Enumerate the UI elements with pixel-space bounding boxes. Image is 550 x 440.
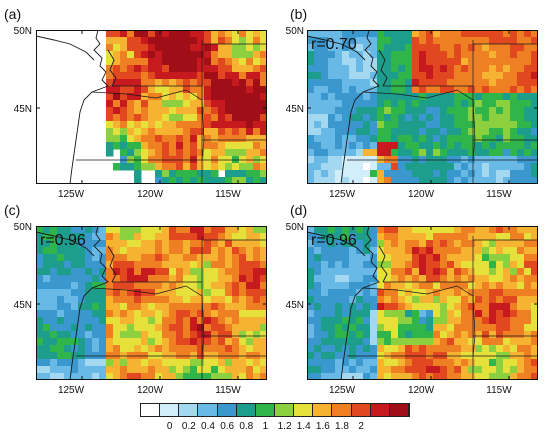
lon-label-125w-d: 125W: [328, 385, 356, 396]
lat-label-50n-c: 50N: [13, 222, 32, 233]
precipitation-field: [36, 226, 268, 381]
lon-label-125w-b: 125W: [328, 189, 356, 200]
colorbar: [140, 403, 410, 417]
colorbar-swatch: [389, 404, 409, 416]
lat-label-45n-c: 45N: [13, 300, 32, 311]
map-panel-c: [35, 225, 268, 381]
colorbar-tick-label: 0.4: [201, 421, 215, 432]
colorbar-tick-label: 1.6: [315, 421, 330, 432]
colorbar-tick-label: 0.6: [220, 421, 235, 432]
lat-label-45n-d: 45N: [285, 300, 304, 311]
lon-label-120w-b: 120W: [407, 189, 435, 200]
state-border: [201, 139, 205, 161]
colorbar-ticks: 0 0.2 0.4 0.6 0.8 1 1.2 1.4 1.6 1.8 2: [0, 421, 550, 435]
map-frame: [36, 226, 267, 380]
colorbar-tick-label: 1: [262, 421, 269, 432]
correlation-c: r=0.96: [40, 232, 86, 249]
colorbar-tick-label: 1.8: [335, 421, 349, 432]
vancouver-island-outline: [35, 231, 95, 257]
correlation-d: r=0.96: [311, 232, 357, 249]
colorbar-swatch: [160, 404, 180, 416]
lon-label-120w-c: 120W: [136, 385, 164, 396]
panel-a: [35, 29, 268, 185]
colorbar-swatch: [294, 404, 314, 416]
map-frame: [307, 30, 538, 184]
puget-sound-outline: [107, 49, 117, 87]
colorbar-tick-label: 0.8: [239, 421, 254, 432]
coastline: [69, 29, 109, 185]
colorbar-swatch: [179, 404, 199, 416]
panel-label-c: (c): [4, 202, 21, 218]
lon-label-115w-c: 115W: [215, 385, 241, 396]
colorbar-swatch: [332, 404, 352, 416]
lat-label-45n-a: 45N: [13, 104, 32, 115]
state-border: [472, 139, 476, 161]
colorbar-swatch: [351, 404, 371, 416]
colorbar-swatch: [255, 404, 275, 416]
lat-label-50n-d: 50N: [285, 222, 304, 233]
colorbar-swatch: [370, 404, 390, 416]
colorbar-swatch: [198, 404, 218, 416]
puget-sound-outline: [378, 49, 388, 87]
panel-d: [306, 225, 539, 381]
colorbar-tick-label: 2: [358, 421, 364, 432]
lat-label-45n-b: 45N: [285, 104, 304, 115]
panel-b: [306, 29, 539, 185]
puget-sound-outline: [378, 245, 388, 283]
colorbar-tick-label: 1.4: [296, 421, 311, 432]
coastline: [69, 225, 109, 381]
lon-label-125w-c: 125W: [57, 385, 85, 396]
lat-label-50n-a: 50N: [13, 26, 32, 37]
map-panel-d: [306, 225, 539, 381]
panel-c: [35, 225, 268, 381]
colorbar-tick-label: 1.2: [277, 421, 292, 432]
lon-label-115w-b: 115W: [486, 189, 512, 200]
coastline: [340, 225, 380, 381]
colorbar-swatch: [236, 404, 256, 416]
lon-label-120w-d: 120W: [407, 385, 435, 396]
lon-label-120w-a: 120W: [136, 189, 164, 200]
puget-sound-outline: [107, 245, 117, 283]
state-border: [472, 335, 476, 357]
lon-label-115w-d: 115W: [486, 385, 512, 396]
colorbar-swatch: [217, 404, 237, 416]
map-panel-b: [306, 29, 539, 185]
correlation-b: r=0.70: [311, 36, 357, 53]
lon-label-115w-a: 115W: [215, 189, 241, 200]
colorbar-swatch: [141, 404, 161, 416]
lat-label-50n-b: 50N: [285, 26, 304, 37]
precipitation-field: [307, 226, 539, 381]
state-border: [201, 335, 205, 357]
panel-label-d: (d): [290, 202, 308, 218]
panel-label-b: (b): [290, 6, 308, 22]
lon-label-125w-a: 125W: [57, 189, 85, 200]
precipitation-field: [106, 30, 268, 185]
panel-label-a: (a): [4, 6, 22, 22]
coastline: [340, 29, 380, 185]
colorbar-swatch: [313, 404, 333, 416]
vancouver-island-outline: [306, 231, 366, 257]
colorbar-tick-label: 0: [166, 421, 173, 432]
vancouver-island-outline: [306, 35, 366, 61]
map-frame: [36, 30, 267, 184]
map-panel-a: [35, 29, 268, 185]
colorbar-swatch: [275, 404, 295, 416]
precipitation-field: [307, 30, 539, 185]
map-frame: [307, 226, 538, 380]
colorbar-tick-label: 0.2: [181, 421, 196, 432]
vancouver-island-outline: [35, 35, 95, 61]
